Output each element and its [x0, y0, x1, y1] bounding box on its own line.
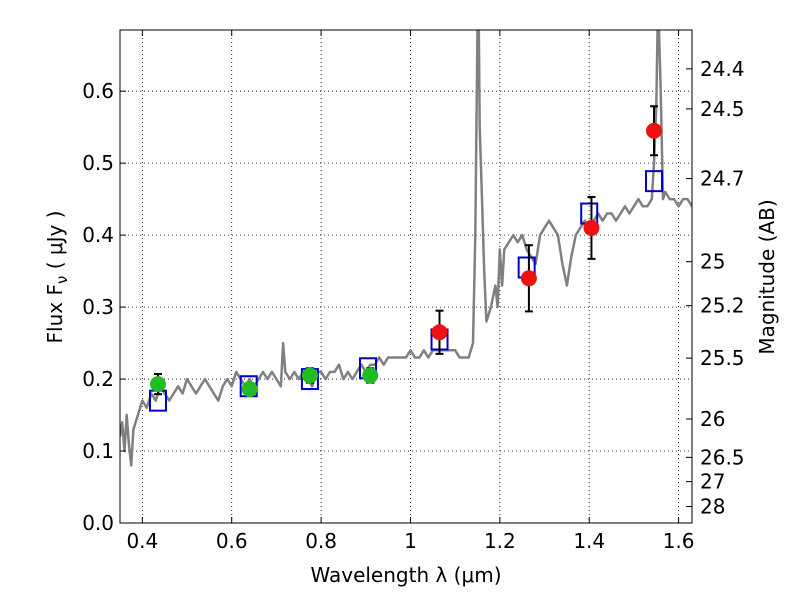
x-tick-label: 0.8: [305, 529, 337, 553]
y2-axis-label: Magnitude (AB): [755, 199, 779, 354]
y2-tick-label: 25.2: [700, 294, 745, 318]
observed-flux-point: [646, 122, 663, 139]
observed-flux-point: [362, 367, 379, 384]
y-tick-label: 0.6: [82, 79, 114, 103]
y2-tick-label: 25.5: [700, 346, 745, 370]
y-tick-label: 0.2: [82, 367, 114, 391]
y2-tick-label: 24.5: [700, 97, 745, 121]
y-tick-label: 0.4: [82, 223, 114, 247]
model-photometry-square: [645, 170, 664, 193]
y2-tick-label: 27: [700, 470, 725, 494]
observed-flux-point: [520, 270, 537, 287]
observed-flux-point: [301, 367, 318, 384]
x-tick-label: 1: [404, 529, 417, 553]
plot-frame: [119, 29, 693, 524]
y2-tick-label: 24.4: [700, 57, 745, 81]
y2-tick-label: 28: [700, 495, 725, 519]
spectrum-line: [120, 30, 692, 467]
observed-flux-point: [583, 219, 600, 236]
y-tick-label: 0.3: [82, 295, 114, 319]
plot-area: [120, 30, 692, 467]
x-axis-label: Wavelength λ (μm): [310, 563, 501, 587]
y-tick-label: 0.5: [82, 151, 114, 175]
x-tick-label: 0.6: [216, 529, 248, 553]
observed-flux-point: [149, 376, 166, 393]
y2-tick-label: 24.7: [700, 167, 745, 191]
y-tick-label: 0.1: [82, 439, 114, 463]
axis-ticks: 0.4 0.6 0.8 1 1.2 1.4 1.6 0.0 0.1 0.2 0.3 0.4 0.5 0.6…: [82, 30, 745, 553]
x-tick-label: 1.4: [573, 529, 605, 553]
y2-tick-label: 26: [700, 407, 725, 431]
y2-tick-label: 26.5: [700, 445, 745, 469]
y2-tick-label: 25: [700, 250, 725, 274]
y-axis-label: Flux Fν ( μJy ): [43, 211, 71, 344]
x-tick-label: 1.2: [484, 529, 516, 553]
data-markers: [148, 105, 664, 412]
observed-flux-point: [241, 381, 258, 398]
x-tick-label: 0.4: [126, 529, 158, 553]
x-tick-label: 1.6: [663, 529, 695, 553]
y-tick-label: 0.0: [82, 511, 114, 535]
observed-flux-point: [431, 324, 448, 341]
